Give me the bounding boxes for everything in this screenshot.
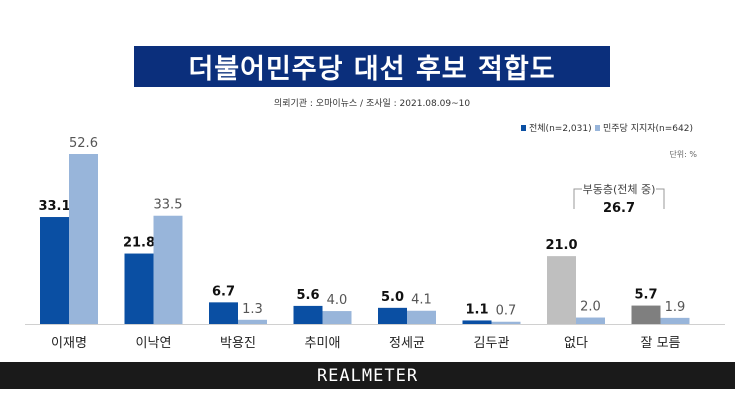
brand-logo-text: REALMETER	[316, 365, 419, 386]
data-label: 1.1	[465, 302, 488, 317]
bar-supporters	[238, 319, 267, 324]
data-label: 52.6	[69, 136, 98, 151]
data-label: 33.5	[154, 198, 183, 213]
bar-total	[378, 307, 407, 324]
category-label: 잘 모름	[640, 336, 680, 351]
bar-supporters	[407, 310, 436, 324]
bar-supporters	[491, 321, 521, 324]
bar-total	[462, 320, 492, 324]
legend-swatch-total	[521, 125, 526, 131]
chart-subtitle: 의뢰기관 : 오마이뉴스 / 조사일 : 2021.08.09~10	[273, 99, 471, 109]
data-label: 4.0	[327, 293, 348, 308]
bar-supporters	[69, 154, 98, 324]
data-label: 4.1	[411, 293, 432, 308]
bar-chart: 33.1 52.6 이재명 21.8 33.5 이낙연 6.7 1.3 박용진 5.6 4.0 추미애…	[25, 123, 725, 351]
chart-title: 더불어민주당 대선 후보 적합도	[134, 46, 610, 87]
data-label: 21.8	[123, 236, 155, 251]
data-label: 6.7	[212, 284, 235, 299]
category-label: 없다	[564, 336, 588, 351]
bar-supporters	[322, 311, 352, 324]
bar-total	[547, 256, 576, 324]
legend-label-total: 전체(n=2,031)	[529, 123, 592, 134]
bar-total	[40, 217, 69, 324]
data-label: 5.7	[634, 288, 657, 303]
category-label: 이재명	[51, 336, 87, 351]
category-label: 정세균	[389, 336, 425, 351]
bar-supporters	[153, 215, 183, 324]
annotation-value: 26.7	[603, 201, 635, 216]
unit-label: 단위: %	[669, 149, 697, 159]
legend-label-supporters: 민주당 지지자(n=642)	[603, 123, 693, 134]
data-label: 5.6	[296, 288, 319, 303]
data-label: 5.0	[381, 290, 404, 305]
data-label: 21.0	[545, 238, 577, 253]
bar-supporters	[660, 317, 690, 324]
data-label: 1.9	[665, 300, 686, 315]
bar-supporters	[576, 317, 605, 324]
category-label: 박용진	[220, 336, 256, 351]
legend-swatch-supporters	[595, 125, 600, 131]
data-label: 33.1	[38, 199, 70, 214]
data-label: 2.0	[580, 300, 601, 315]
category-label: 이낙연	[136, 336, 172, 351]
category-label: 추미애	[305, 336, 341, 351]
footer-bar: REALMETER	[0, 362, 735, 389]
data-label: 1.3	[242, 302, 263, 317]
data-label: 0.7	[496, 304, 517, 319]
bar-total	[631, 305, 661, 324]
annotation-label: 부동층(전체 중)	[583, 183, 656, 196]
bar-total	[293, 305, 323, 324]
bar-total	[124, 253, 154, 324]
annotation-bracket	[573, 188, 665, 209]
bar-total	[209, 302, 238, 324]
category-label: 김두관	[474, 336, 510, 351]
